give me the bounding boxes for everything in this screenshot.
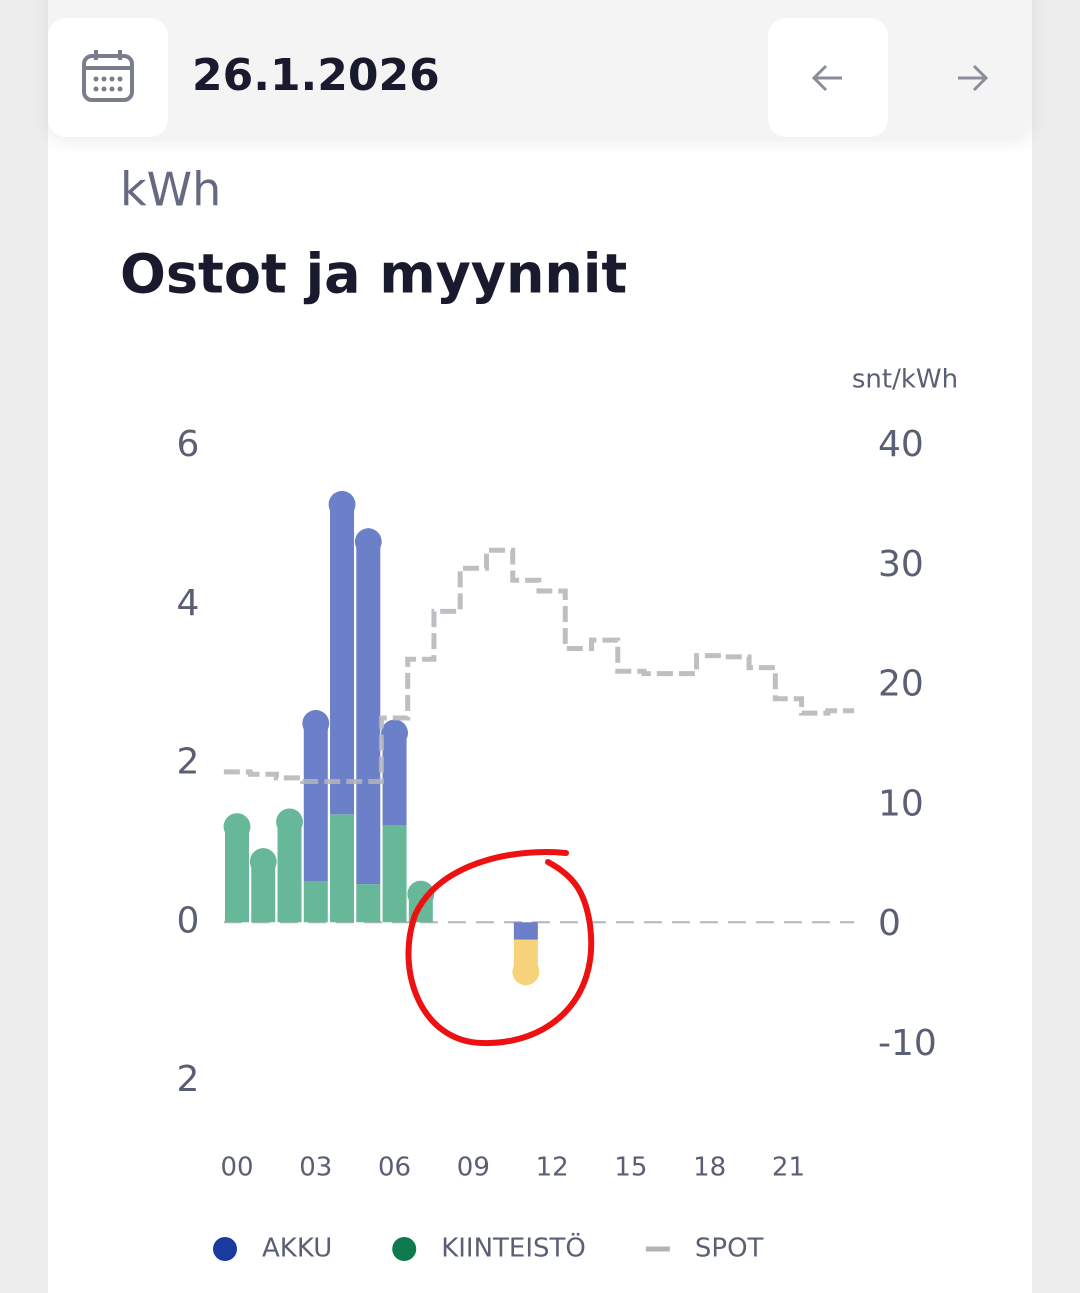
y2-tick-label: 0 [878,903,901,944]
unit-label: kWh [120,163,221,217]
y-tick-label: 2 [177,1059,200,1100]
spot-line [223,547,855,784]
bar-segment [513,922,538,940]
legend-marker [213,1237,237,1261]
bar-segment [382,825,407,923]
x-tick-label: 21 [772,1153,805,1183]
bar-segment [381,719,408,826]
calendar-button[interactable] [48,18,168,137]
x-tick-label: 15 [614,1153,647,1183]
bar-segment [328,490,356,815]
x-tick-label: 09 [457,1153,490,1183]
y2-tick-label: 10 [878,783,924,824]
y-tick-label: 0 [177,900,200,941]
prev-arrow [811,64,842,92]
bar-segment [356,884,381,923]
date: 26.1.2026 [192,50,440,101]
y-tick-label: 4 [177,583,200,624]
bar-segment [303,880,328,923]
bar-segment [302,710,330,881]
legend-label: KIINTEISTÖ [441,1232,586,1264]
y-tick-label: 6 [177,424,200,465]
legend-label: AKKU [262,1234,332,1264]
x-tick-label: 03 [299,1153,332,1183]
x-tick-label: 18 [693,1153,726,1183]
bar-segment [249,848,277,923]
y2-tick-label: -10 [878,1023,937,1064]
y-tick-label: 2 [177,742,200,783]
bar-segment [276,808,303,923]
y2-tick-label: 30 [878,544,924,585]
y2-tick-label: 20 [878,664,924,705]
bar-segment [512,939,540,986]
calendar-dots [93,76,123,92]
x-tick-label: 06 [378,1153,411,1183]
x-tick-label: 00 [220,1153,253,1183]
chart-title: Ostot ja myynnit [120,243,627,306]
legend-label: SPOT [695,1234,764,1264]
bar-segment [223,813,251,923]
x-tick-label: 12 [536,1153,569,1183]
next-button[interactable] [958,64,989,92]
legend-marker [392,1237,417,1261]
bar-segment [354,528,382,885]
y2-axis-title: snt/kWh [852,365,958,395]
panel [48,0,1032,1293]
annotation-circle [405,848,595,1047]
calendar-icon [82,50,134,102]
bar-segment [330,814,355,923]
y2-tick-label: 40 [878,424,924,465]
